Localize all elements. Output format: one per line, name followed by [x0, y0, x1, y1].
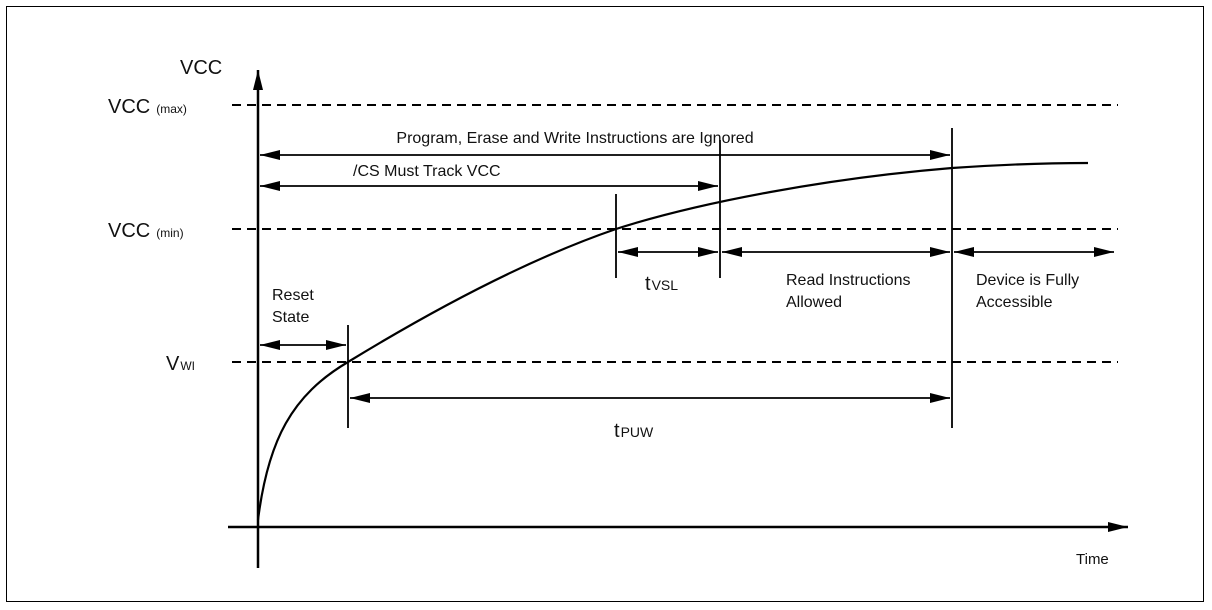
- tvsl-label: tVSL: [645, 273, 678, 295]
- reset-state-label-line1: Reset: [272, 287, 314, 304]
- vcc-min-label: VCC (min): [108, 220, 184, 242]
- vcc-max-label: VCC (max): [108, 96, 187, 118]
- read-allowed-label-line1: Read Instructions: [786, 272, 911, 289]
- read-allowed-label-line2: Allowed: [786, 294, 842, 311]
- fully-accessible-label-line1: Device is Fully: [976, 272, 1079, 289]
- fully-accessible-label-line2: Accessible: [976, 294, 1053, 311]
- vwi-label: VWI: [166, 353, 195, 375]
- tpuw-label: tPUW: [614, 420, 654, 442]
- vcc-rising-curve: [256, 161, 1089, 521]
- x-axis-label: Time: [1076, 551, 1109, 568]
- ignored-span-label: Program, Erase and Write Instructions ar…: [396, 130, 753, 147]
- cs-track-span-label: /CS Must Track VCC: [353, 163, 501, 180]
- reset-state-label-line2: State: [272, 309, 309, 326]
- y-axis-label: VCC: [180, 57, 222, 79]
